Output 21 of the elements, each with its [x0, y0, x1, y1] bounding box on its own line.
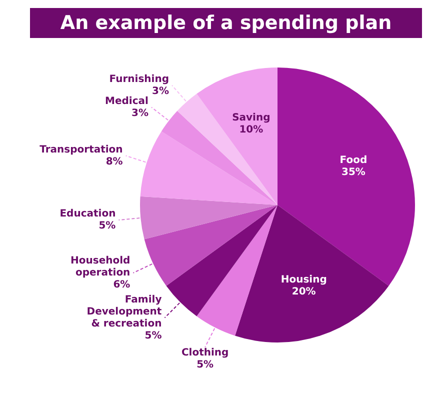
data-label: 35% — [341, 166, 366, 178]
slice-label: Transportation — [40, 144, 123, 156]
chart-title: An example of a spending plan — [30, 8, 422, 38]
slice-label: Education — [60, 208, 116, 220]
slice-label: Housing — [280, 274, 327, 286]
slice-label: Medical — [105, 96, 148, 107]
data-label: 10% — [239, 124, 264, 136]
data-label: 5% — [144, 330, 162, 342]
data-label: 3% — [131, 108, 148, 119]
slice-label: Furnishing — [109, 74, 170, 85]
slice-label: Food — [340, 154, 368, 166]
slice-label: Household operation — [70, 256, 130, 279]
slice-label: Saving — [232, 112, 270, 124]
slice-label: Family Development & recreation — [86, 294, 162, 330]
data-label: 3% — [152, 86, 170, 97]
data-label: 5% — [98, 220, 116, 232]
data-label: 6% — [113, 280, 130, 291]
data-label: 8% — [106, 156, 123, 168]
data-label: 20% — [292, 286, 316, 298]
data-label: 5% — [196, 360, 214, 371]
slice-label: Clothing — [181, 348, 229, 359]
